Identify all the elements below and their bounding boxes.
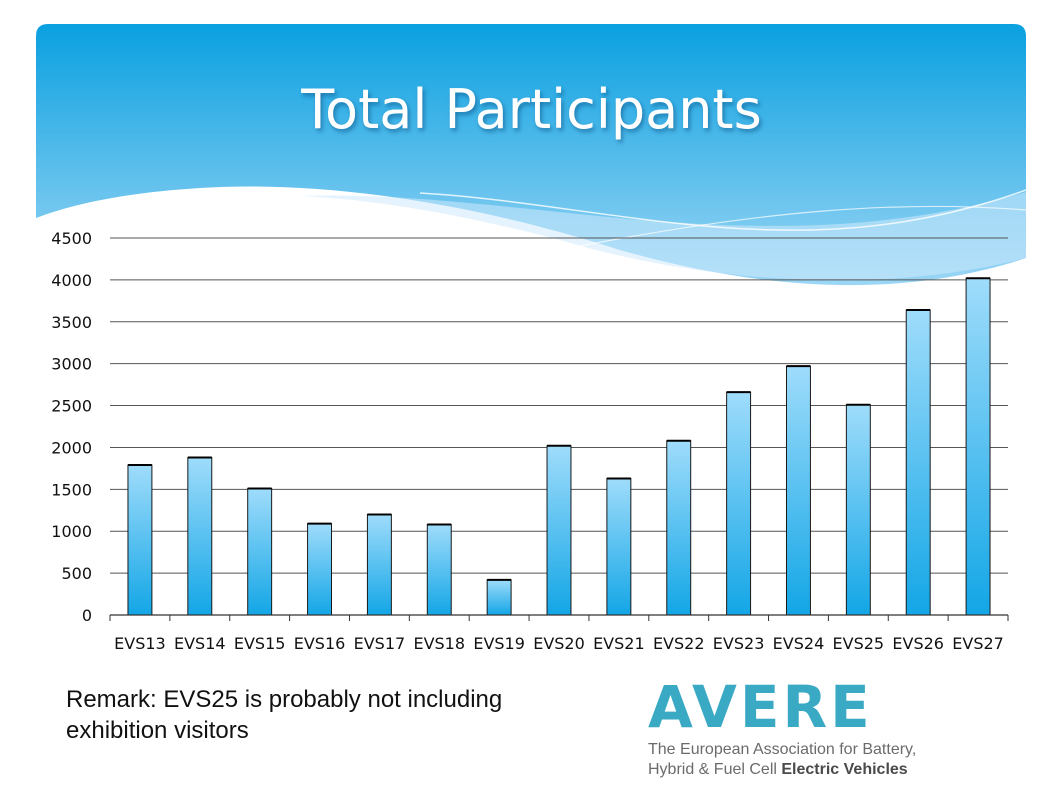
remark-text: Remark: EVS25 is probably not including … [66,686,503,744]
y-tick-label: 4500 [51,229,92,248]
logo-tagline-2-regular: Hybrid & Fuel Cell [648,761,782,778]
bar [426,524,452,616]
logo-tagline-2-bold: Electric Vehicles [781,761,908,778]
bar [247,487,273,616]
y-tick-label: 2500 [51,397,92,416]
bar [845,404,871,616]
y-axis: 0 500 1000 1500 2000 2500 3000 3500 4000 4500 [51,229,92,625]
y-tick-label: 1000 [51,522,92,541]
y-tick-label: 4000 [51,271,92,290]
x-category-label: EVS20 [533,634,585,653]
bar [726,391,752,616]
bar [965,277,991,616]
logo-tagline-2: Hybrid & Fuel Cell Electric Vehicles [648,761,948,779]
y-tick-label: 0 [82,606,92,625]
x-category-label: EVS19 [473,634,525,653]
x-category-label: EVS21 [593,634,645,653]
bar [905,309,931,616]
logo-tagline-1: The European Association for Battery, [648,741,917,758]
bar [606,477,632,616]
logo-wordmark: AVERE [648,673,873,741]
bar [785,365,811,616]
bar-chart: 0 500 1000 1500 2000 2500 3000 3500 4000 4500 EVS… [51,229,1009,653]
bar [546,445,572,616]
x-category-label: EVS27 [952,634,1004,653]
bar [187,456,213,616]
x-category-label: EVS24 [773,634,825,653]
x-axis: EVS13 EVS14 EVS15 EVS16 EVS17 EVS18 EVS19 EVS20… [109,614,1009,653]
bar [366,513,392,616]
bar [127,464,153,616]
x-category-label: EVS26 [892,634,944,653]
x-category-label: EVS22 [653,634,705,653]
x-category-label: EVS16 [294,634,346,653]
bar [307,523,333,616]
y-tick-label: 3000 [51,355,92,374]
y-tick-label: 500 [61,564,92,583]
x-category-label: EVS13 [114,634,166,653]
title-banner [36,24,1027,286]
slide-title: Total Participants [301,78,762,141]
bar [486,579,512,616]
x-category-label: EVS14 [174,634,226,653]
bar [666,440,692,616]
y-tick-label: 2000 [51,438,92,457]
x-category-label: EVS15 [234,634,286,653]
x-category-label: EVS25 [833,634,885,653]
avere-logo: AVERE The European Association for Batte… [648,676,948,786]
x-category-label: EVS23 [713,634,765,653]
x-category-label: EVS17 [354,634,406,653]
bars [127,277,991,616]
y-tick-label: 3500 [51,313,92,332]
x-category-label: EVS18 [413,634,465,653]
y-tick-label: 1500 [51,480,92,499]
